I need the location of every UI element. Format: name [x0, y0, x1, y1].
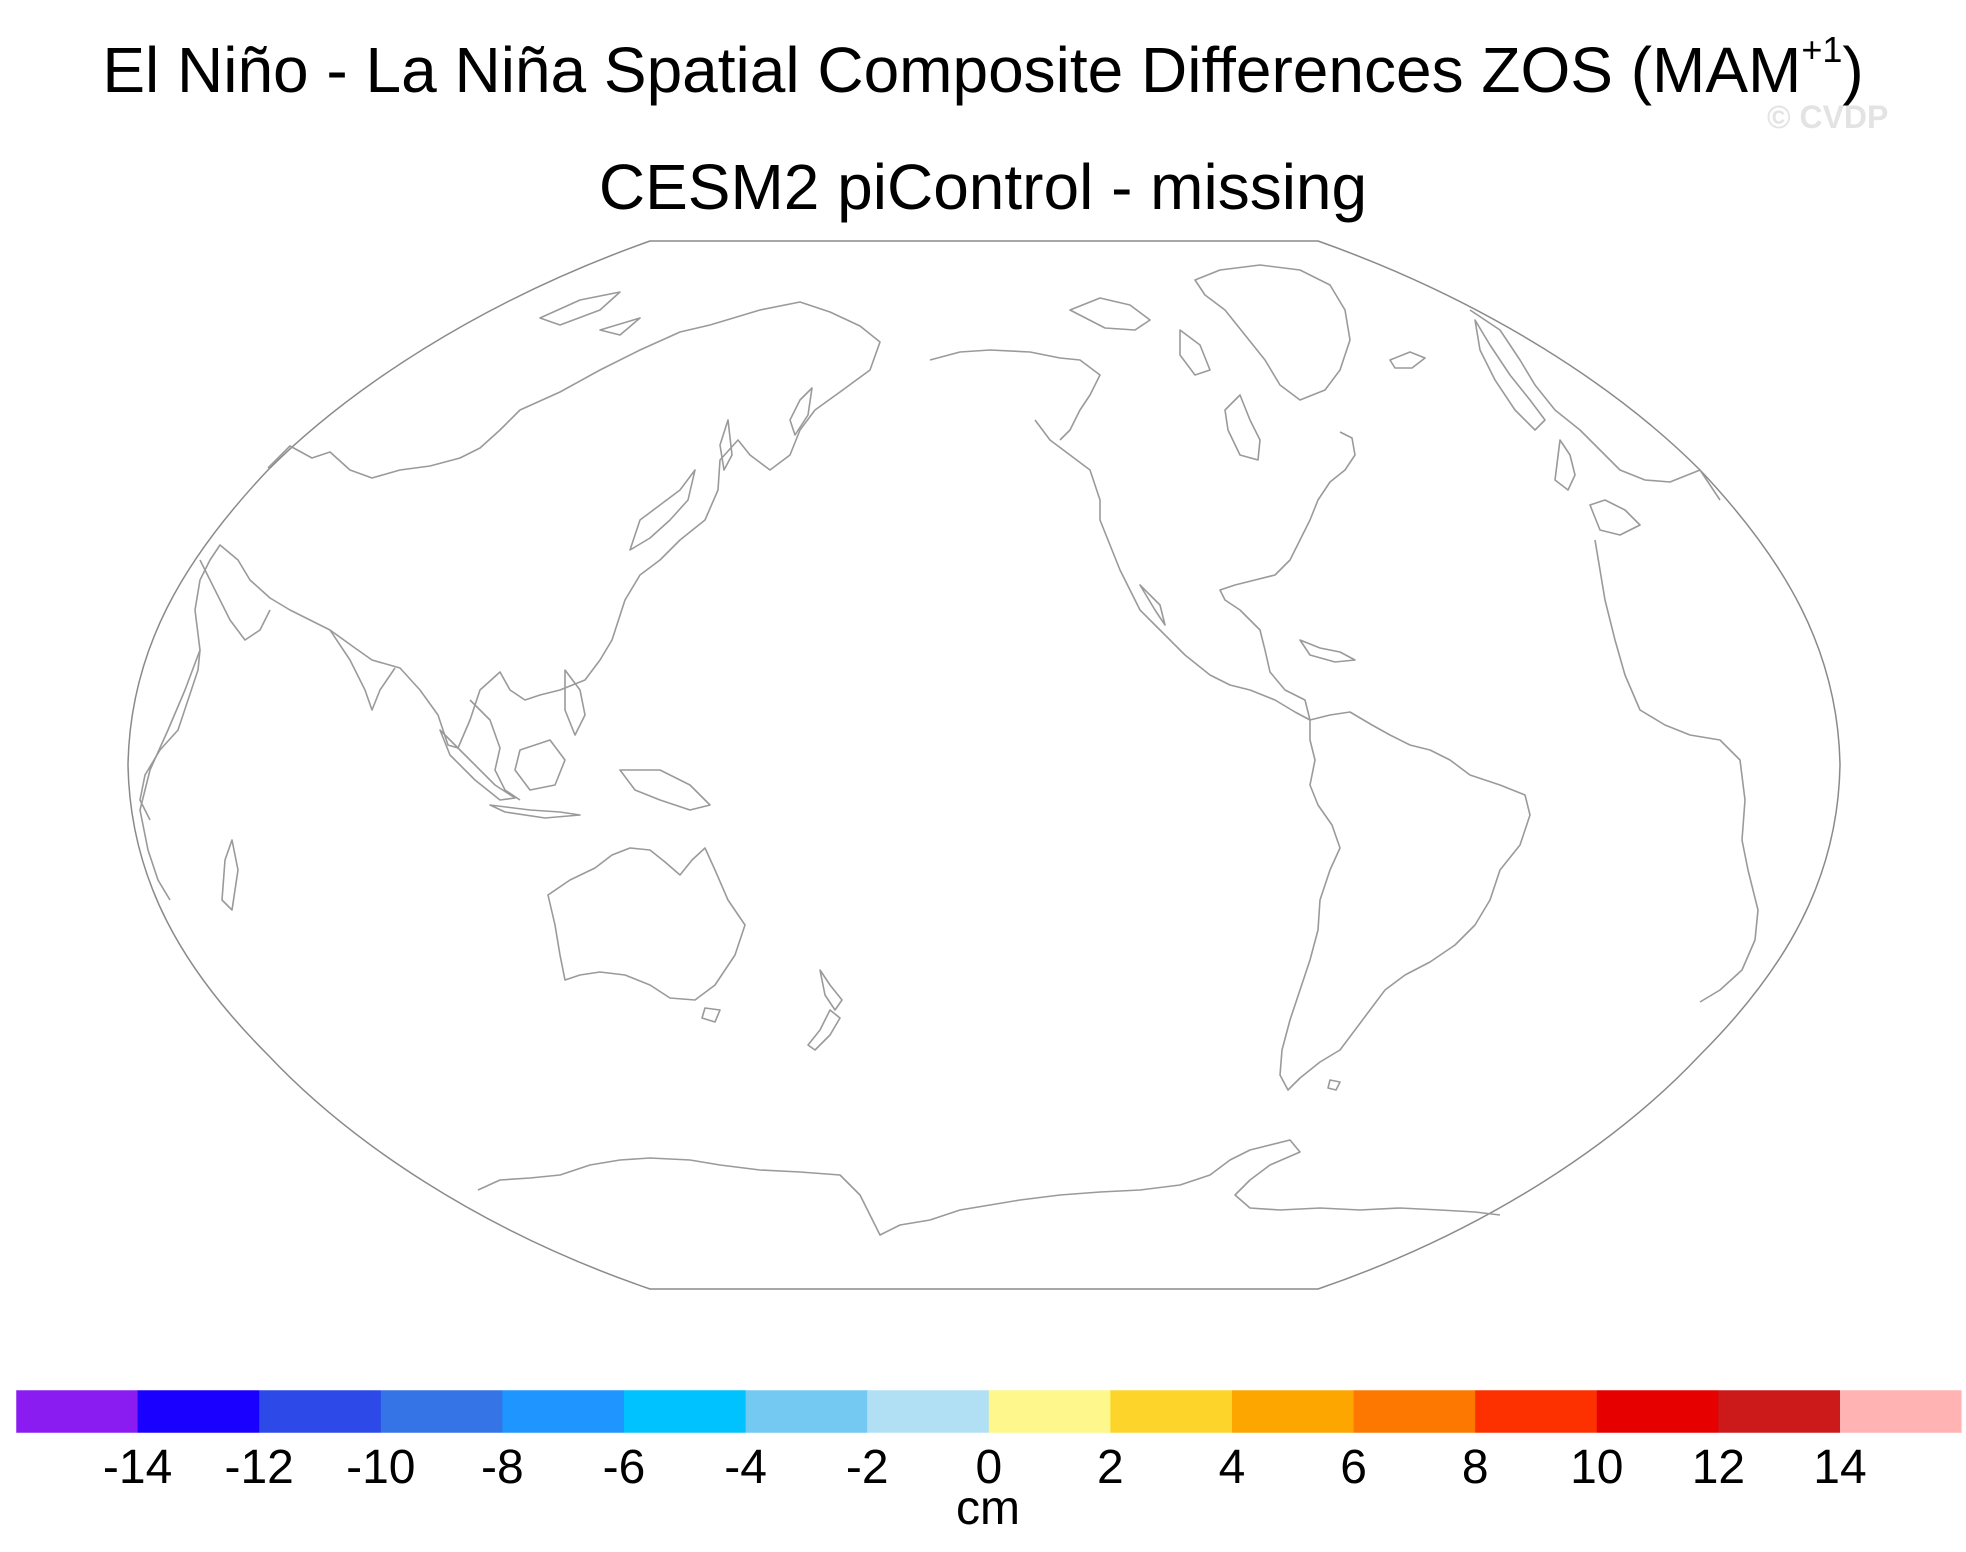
coast-japan	[629, 469, 696, 551]
colorbar-box	[1353, 1390, 1476, 1433]
coast-na-east	[1219, 431, 1356, 721]
coast-iberia	[1589, 499, 1641, 536]
colorbar-tick-label: -14	[103, 1441, 172, 1494]
coast-borneo	[514, 739, 566, 791]
coast-india	[329, 629, 396, 711]
coast-philippines	[564, 669, 586, 736]
colorbar-tick-label: 14	[1813, 1441, 1866, 1494]
coast-hudson	[1224, 394, 1261, 461]
colorbar-tick-label: -12	[225, 1441, 294, 1494]
colorbar-tick-label: 10	[1570, 1441, 1623, 1494]
colorbar-ticks: -14 -12 -10 -8 -6 -4 -2 0 2 4 6 8 10 12 14	[103, 1441, 1867, 1494]
coast-arctic-archipelago	[1069, 297, 1151, 331]
coast-sakhalin	[719, 419, 733, 471]
colorbar-tick-label: 12	[1692, 1441, 1745, 1494]
colorbar-box	[1596, 1390, 1719, 1433]
colorbar-tick-label: -8	[481, 1441, 524, 1494]
coast-newzealand-n	[819, 969, 843, 1011]
colorbar-tick-label: 0	[975, 1441, 1002, 1494]
coast-baja	[1139, 584, 1166, 626]
coast-australia	[547, 847, 746, 1001]
coast-caribbean	[1299, 639, 1356, 663]
title-superscript: +1	[1801, 29, 1843, 70]
coast-novaya	[599, 317, 641, 336]
map-border	[127, 240, 1841, 1290]
colorbar-box	[1232, 1390, 1355, 1433]
colorbar-box	[1110, 1390, 1233, 1433]
title-close: )	[1842, 34, 1864, 106]
colorbar-tick-label: 2	[1097, 1441, 1124, 1494]
coast-alaska	[929, 349, 1101, 441]
colorbar-box	[1718, 1390, 1841, 1433]
colorbar-tick-label: -4	[724, 1441, 767, 1494]
colorbar-box	[502, 1390, 625, 1433]
coast-britain	[1554, 439, 1576, 491]
map-title: El Niño - La Niña Spatial Composite Diff…	[0, 32, 1966, 103]
coast-africa-east	[139, 649, 201, 901]
colorbar-box	[624, 1390, 747, 1433]
colorbar-tick-label: -2	[846, 1441, 889, 1494]
colorbar-outline	[15, 1389, 1962, 1434]
colorbar-box	[380, 1390, 503, 1433]
coastlines	[139, 264, 1759, 1236]
coast-newguinea	[619, 769, 711, 811]
colorbar-box	[988, 1390, 1111, 1433]
coast-arabia	[199, 559, 271, 641]
coast-kamchatka	[789, 387, 813, 436]
colorbar-box	[16, 1390, 139, 1433]
coast-greenland	[1194, 264, 1351, 401]
coast-baffin	[1179, 329, 1211, 376]
colorbar-box	[259, 1390, 382, 1433]
coast-eurasia	[139, 301, 881, 821]
colorbar-box	[1840, 1390, 1963, 1433]
colorbar-unit: cm	[956, 1482, 1020, 1535]
coast-tasmania	[701, 1007, 721, 1023]
coast-indochina	[469, 699, 521, 801]
coast-africa-west	[1594, 539, 1759, 1003]
map-subtitle: CESM2 piControl - missing	[598, 151, 1368, 223]
coast-scandinavia	[1474, 319, 1546, 431]
coast-south-america	[1279, 711, 1531, 1091]
coast-madagascar	[221, 839, 239, 911]
colorbar-tick-label: 6	[1340, 1441, 1367, 1494]
colorbar-box	[745, 1390, 868, 1433]
coast-newzealand-s	[807, 1009, 841, 1051]
cvdp-watermark: © CVDP	[1767, 99, 1889, 135]
colorbar-box	[867, 1390, 990, 1433]
colorbar-tick-label: -10	[346, 1441, 415, 1494]
coast-europe	[1469, 309, 1721, 501]
coast-na-west	[1034, 419, 1311, 721]
coast-iceland	[1389, 351, 1426, 369]
colorbar-box	[137, 1390, 260, 1433]
colorbar-tick-label: -6	[603, 1441, 646, 1494]
coast-falklands	[1327, 1079, 1341, 1091]
colorbar-boxes	[15, 1389, 1963, 1434]
colorbar-tick-label: 4	[1219, 1441, 1246, 1494]
title-text: El Niño - La Niña Spatial Composite Diff…	[102, 34, 1802, 106]
coast-sumatra	[439, 729, 516, 801]
colorbar-box	[1475, 1390, 1598, 1433]
colorbar-tick-label: 8	[1462, 1441, 1489, 1494]
coast-java	[489, 804, 581, 819]
coast-antarctica	[477, 1139, 1501, 1236]
coast-severnaya	[539, 291, 621, 326]
